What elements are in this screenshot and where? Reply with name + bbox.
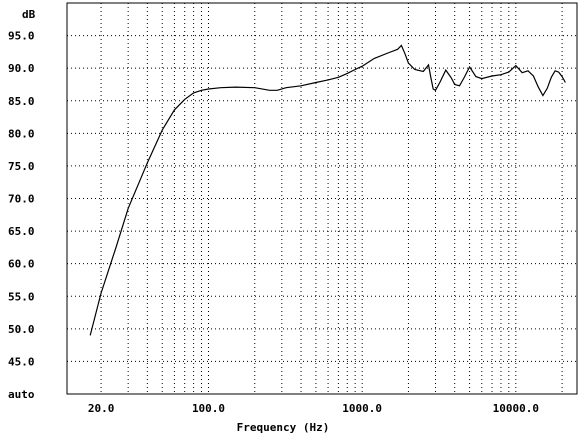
tick-labels: 95.0 90.0 85.0 80.0 75.0 70.0 65.0 60.0 55.0 50.0… (8, 30, 539, 415)
y-tick-label: 85.0 (8, 95, 35, 108)
y-tick-label: 45.0 (8, 355, 35, 368)
plot-frame (66, 2, 578, 395)
y-tick-label: 90.0 (8, 62, 35, 75)
x-tick-label: 20.0 (88, 402, 115, 415)
y-tick-label: 75.0 (8, 160, 35, 173)
y-axis-label: dB (22, 8, 36, 21)
y-tick-label: 80.0 (8, 127, 35, 140)
y-tick-label: 60.0 (8, 258, 35, 271)
y-tick-label: 95.0 (8, 30, 35, 43)
y-tick-label: 55.0 (8, 290, 35, 303)
x-axis-label: Frequency (Hz) (237, 421, 330, 434)
x-tick-label: 100.0 (192, 402, 225, 415)
grid-lines (67, 3, 577, 394)
x-tick-label: 10000.0 (493, 402, 539, 415)
y-tick-label: auto (8, 388, 35, 401)
y-tick-label: 65.0 (8, 225, 35, 238)
y-tick-label: 50.0 (8, 323, 35, 336)
x-tick-label: 1000.0 (342, 402, 382, 415)
response-curve (89, 44, 566, 336)
y-tick-label: 70.0 (8, 193, 35, 206)
